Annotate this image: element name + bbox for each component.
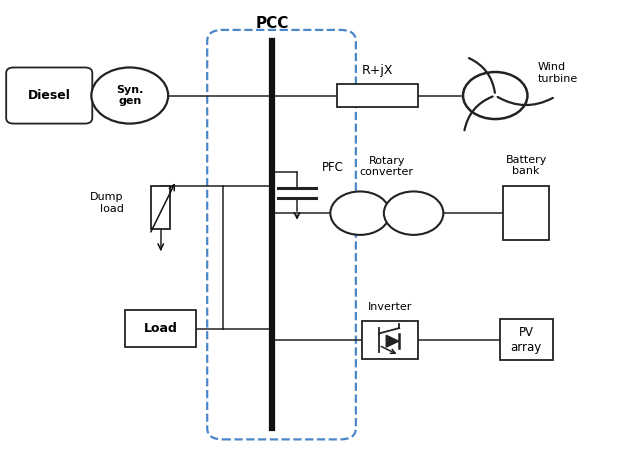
Circle shape — [384, 191, 443, 235]
Text: Rotary
converter: Rotary converter — [360, 156, 414, 177]
Text: Wind
turbine: Wind turbine — [538, 62, 578, 84]
Text: R+jX: R+jX — [362, 64, 393, 76]
FancyBboxPatch shape — [362, 321, 418, 359]
Text: Diesel: Diesel — [28, 89, 71, 102]
Circle shape — [331, 191, 390, 235]
FancyBboxPatch shape — [125, 311, 196, 347]
Text: Dump
load: Dump load — [90, 192, 124, 214]
Circle shape — [463, 72, 528, 119]
Text: Inverter: Inverter — [368, 302, 412, 312]
FancyBboxPatch shape — [6, 67, 92, 124]
FancyBboxPatch shape — [338, 84, 418, 107]
Text: PV
array: PV array — [511, 326, 542, 354]
Text: Battery
bank: Battery bank — [506, 155, 547, 176]
Text: Load: Load — [144, 322, 177, 335]
Polygon shape — [386, 335, 399, 347]
Text: Syn.
gen: Syn. gen — [116, 85, 144, 106]
Text: PCC: PCC — [256, 16, 289, 31]
FancyBboxPatch shape — [151, 186, 170, 229]
Circle shape — [91, 67, 168, 124]
Text: PFC: PFC — [322, 161, 344, 174]
FancyBboxPatch shape — [503, 186, 549, 240]
FancyBboxPatch shape — [500, 320, 552, 360]
